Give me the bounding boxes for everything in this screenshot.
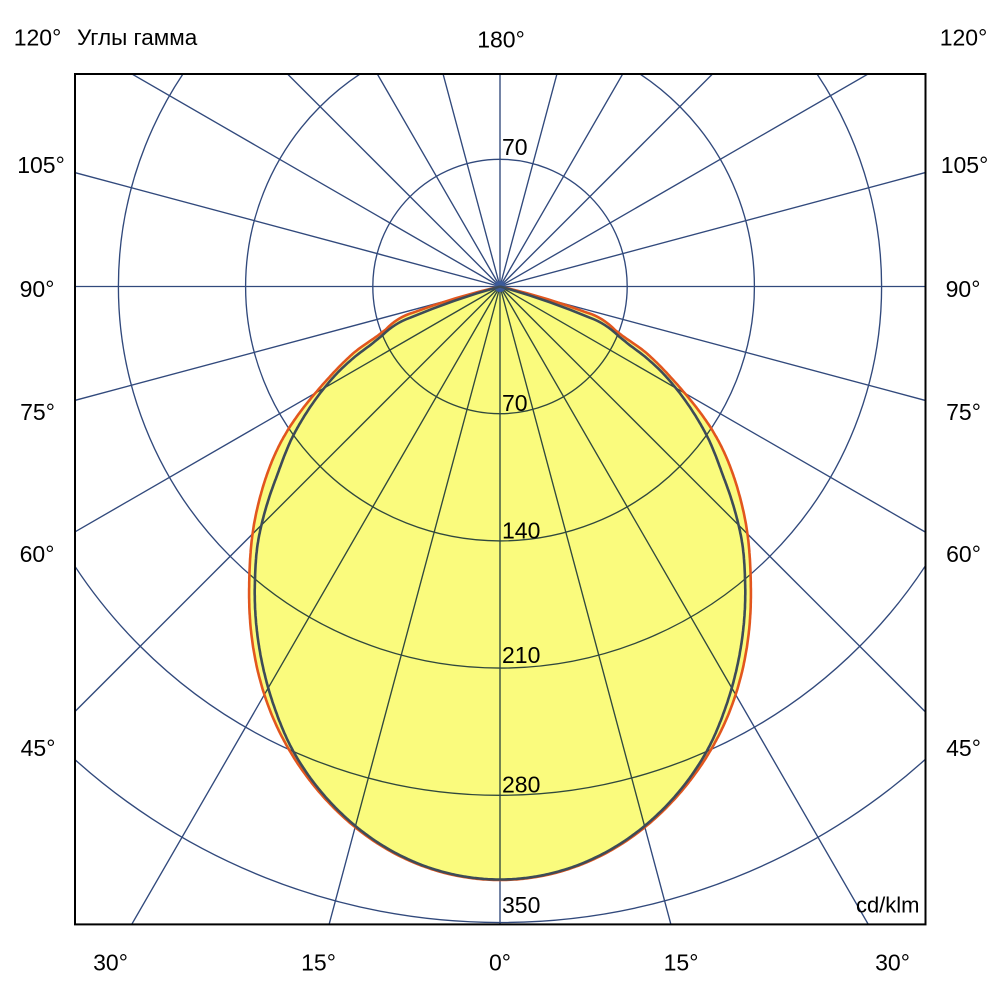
svg-text:70: 70	[502, 134, 528, 160]
svg-text:105°: 105°	[17, 152, 65, 178]
svg-text:45°: 45°	[21, 735, 56, 761]
svg-text:15°: 15°	[664, 950, 699, 976]
svg-text:15°: 15°	[301, 950, 336, 976]
svg-text:90°: 90°	[946, 276, 981, 302]
svg-text:30°: 30°	[93, 950, 128, 976]
svg-text:70: 70	[502, 390, 528, 416]
svg-text:75°: 75°	[20, 399, 55, 425]
svg-text:45°: 45°	[946, 735, 981, 761]
svg-text:0°: 0°	[489, 950, 511, 976]
svg-text:60°: 60°	[20, 541, 55, 567]
svg-text:350: 350	[502, 892, 540, 918]
svg-text:210: 210	[502, 642, 540, 668]
svg-text:75°: 75°	[946, 399, 981, 425]
svg-text:120°: 120°	[14, 24, 62, 50]
svg-text:105°: 105°	[941, 152, 989, 178]
svg-text:180°: 180°	[477, 27, 525, 53]
svg-text:60°: 60°	[946, 541, 981, 567]
svg-text:Углы гамма: Углы гамма	[77, 25, 198, 50]
svg-text:280: 280	[502, 771, 540, 797]
svg-text:120°: 120°	[940, 24, 988, 50]
svg-text:90°: 90°	[20, 276, 55, 302]
svg-text:30°: 30°	[875, 950, 910, 976]
svg-text:140: 140	[502, 517, 540, 543]
svg-text:cd/klm: cd/klm	[856, 893, 920, 918]
